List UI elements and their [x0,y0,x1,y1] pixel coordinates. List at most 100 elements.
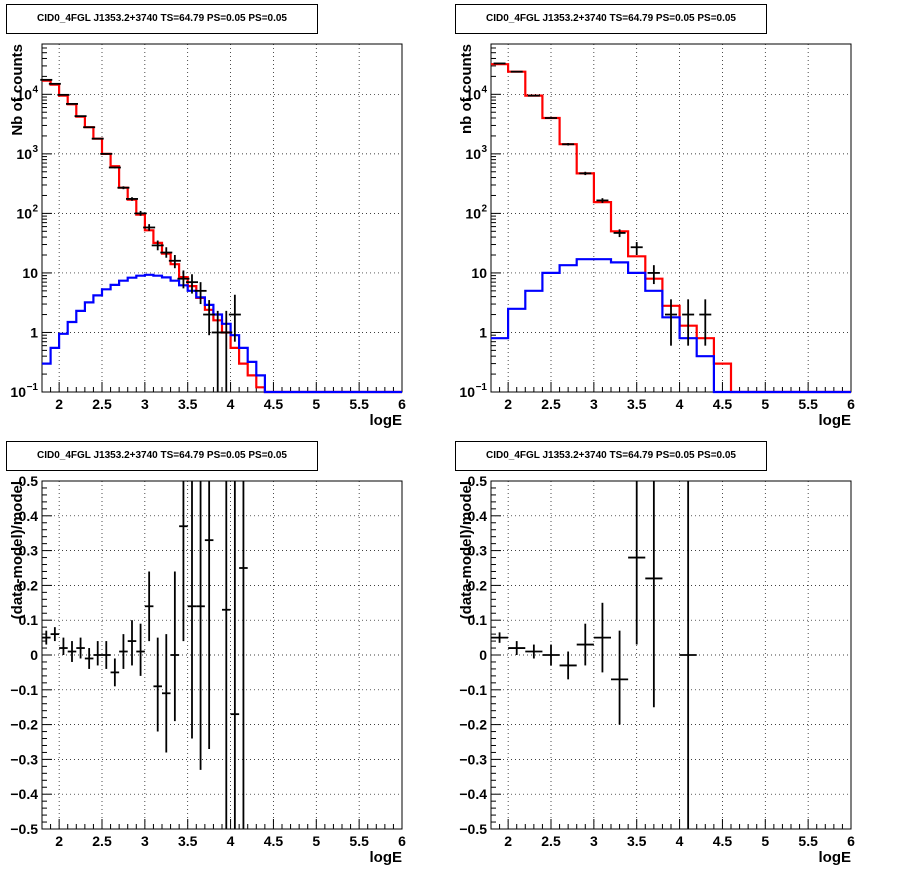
data-point [134,210,147,216]
data-point [91,137,104,140]
data-point [177,270,190,289]
x-tick-label: 4 [676,396,684,412]
y-tick-label: 0.3 [468,543,488,559]
source-model-histogram [42,273,402,394]
x-tick-label: 2.5 [541,396,561,412]
x-tick-label: 6 [398,396,406,412]
x-tick-label: 3.5 [178,833,198,849]
x-tick-label: 5.5 [798,396,818,412]
y-axis-label: nb of counts [458,44,475,134]
x-tick-label: 5 [312,396,320,412]
data-point [76,637,85,659]
y-tick-label: 0.4 [468,508,488,524]
source-model-histogram [491,258,851,394]
total-model-histogram [42,79,402,394]
data-point [593,602,611,673]
x-tick-label: 3.5 [627,833,647,849]
data-point [170,571,180,722]
y-tick-label: 0.4 [19,508,39,524]
data-point [527,94,540,97]
y-tick-label: 0.3 [19,543,39,559]
y-tick-exponent: 2 [32,203,38,214]
y-tick-exponent: 4 [32,84,38,95]
x-tick-label: 2.5 [541,833,561,849]
data-point [699,299,712,346]
y-tick-exponent: 3 [481,144,487,155]
x-tick-label: 4.5 [264,396,284,412]
data-point [230,481,240,829]
data-point [187,481,197,739]
data-point [562,143,575,146]
y-tick-label: −0.4 [10,786,38,802]
y-tick-label: 0.5 [468,473,488,489]
x-tick-label: 2 [504,833,512,849]
data-point [153,637,162,732]
data-point [630,242,643,256]
plot-title: CID0_4FGL J1353.2+3740 TS=64.79 PS=0.05 … [6,4,318,34]
y-tick-label: 0 [479,647,487,663]
x-tick-label: 2.5 [92,396,112,412]
y-tick-label: −0.3 [10,751,38,767]
data-point [679,481,697,829]
data-point [628,481,646,645]
plot-title: CID0_4FGL J1353.2+3740 TS=64.79 PS=0.05 … [455,4,767,34]
residuals-chart-left: 2 2.5 3 3.5 4 4.5 5 5.5 6 −0.5 −0.4 −0.3 −0.2 −0.1 0 0.… [9,473,406,866]
pad-counts-right: CID0_4FGL J1353.2+3740 TS=64.79 PS=0.05 … [449,0,898,437]
data-point [228,294,241,342]
x-tick-label: 5.5 [349,833,369,849]
x-tick-label: 3.5 [627,396,647,412]
y-tick-label: 10 [16,205,32,221]
data-point [611,630,629,725]
data-point [222,481,231,829]
data-point [66,103,78,105]
x-tick-label: 4 [227,396,235,412]
y-tick-label: 10 [465,205,481,221]
x-axis-label: logE [370,412,403,429]
x-tick-label: 3.5 [178,396,198,412]
x-axis-label: logE [370,849,403,866]
x-axis-label: logE [819,849,852,866]
data-point [151,240,164,251]
plot-title: CID0_4FGL J1353.2+3740 TS=64.79 PS=0.05 … [455,441,767,471]
y-tick-label: 10 [465,86,481,102]
data-point [93,641,102,666]
data-point [493,62,506,65]
data-point [59,637,68,655]
data-point [510,70,523,73]
data-point [110,658,120,687]
data-point [204,481,214,749]
plot-frame [41,43,403,393]
x-tick-label: 6 [847,833,855,849]
y-tick-label: 0 [30,647,38,663]
y-tick-label: −0.4 [459,786,487,802]
y-tick-label: 10 [16,86,32,102]
data-point [144,571,154,642]
data-point [136,623,145,676]
data-point [117,186,130,190]
x-tick-label: 2 [504,396,512,412]
data-point [542,644,560,666]
data-point [108,166,121,169]
y-tick-exponent: −1 [27,382,39,393]
y-tick-label: 10 [459,384,475,400]
data-point [127,620,137,666]
data-point [40,78,53,81]
data-point [559,651,577,680]
y-tick-label: 0.1 [468,612,488,628]
data-point [596,198,609,203]
x-tick-label: 3 [590,396,598,412]
y-tick-label: −0.5 [459,821,487,837]
data-point [196,481,205,770]
x-tick-label: 5 [312,833,320,849]
x-tick-label: 4 [676,833,684,849]
data-point [162,634,171,753]
data-point [645,481,663,708]
y-tick-exponent: −1 [476,382,488,393]
x-tick-label: 5 [761,833,769,849]
x-tick-label: 6 [847,396,855,412]
y-tick-label: 0.1 [19,612,39,628]
data-point [220,310,233,392]
y-tick-exponent: 4 [481,84,487,95]
